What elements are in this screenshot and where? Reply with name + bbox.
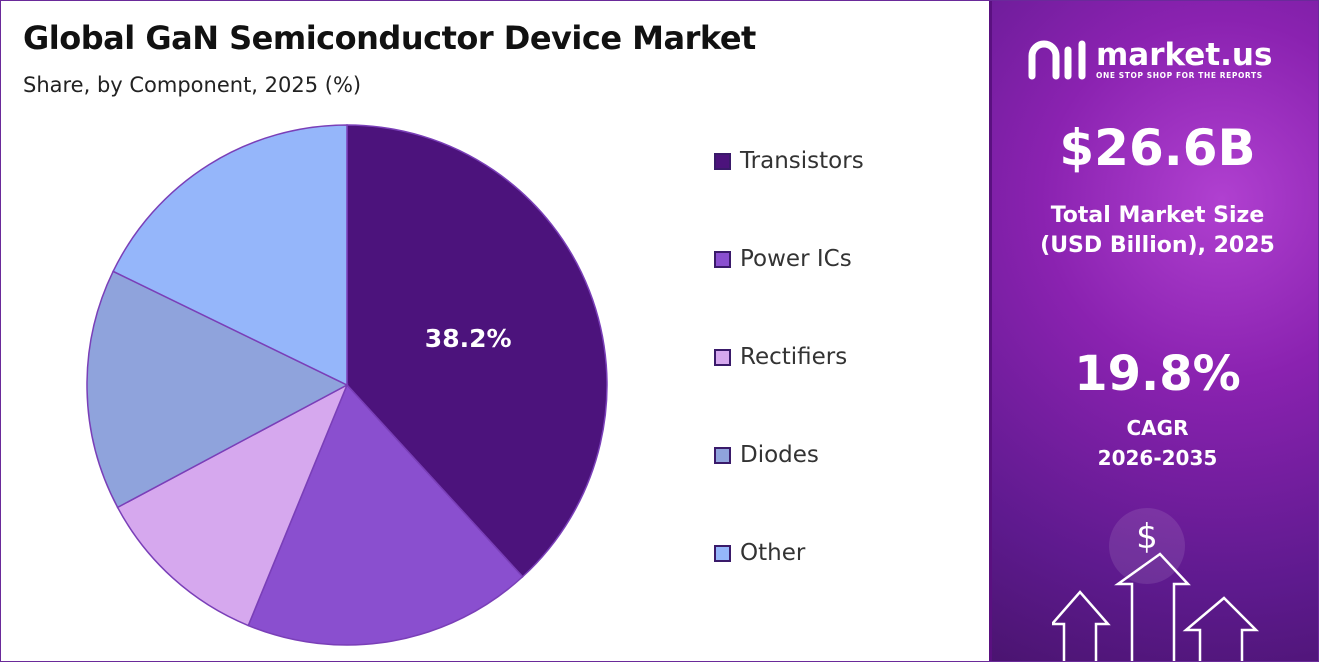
pie-slice-other <box>112 124 348 387</box>
cagr-label-line-2: 2026-2035 <box>1097 446 1218 470</box>
cagr-label-line-1: CAGR <box>1126 416 1189 440</box>
pie-chart: 38.2% <box>86 124 608 646</box>
legend-label: Power ICs <box>740 246 852 272</box>
legend-item-rectifiers: Rectifiers <box>714 342 847 372</box>
summary-panel: market.us ONE STOP SHOP FOR THE REPORTS … <box>989 1 1318 661</box>
chart-panel: Global GaN Semiconductor Device Market S… <box>1 1 989 661</box>
legend-swatch <box>714 152 731 170</box>
brand-logo: market.us ONE STOP SHOP FOR THE REPORTS <box>1028 39 1272 80</box>
legend-swatch <box>714 250 731 268</box>
market-size-label-line-1: Total Market Size <box>1050 203 1265 228</box>
market-size-label: Total Market Size (USD Billion), 2025 <box>992 201 1318 261</box>
growth-arrows-icon: $ <box>1052 508 1260 661</box>
cagr-label: CAGR 2026-2035 <box>992 413 1318 473</box>
chart-subtitle: Share, by Component, 2025 (%) <box>23 73 362 97</box>
chart-title: Global GaN Semiconductor Device Market <box>23 19 756 57</box>
legend-swatch <box>714 348 731 366</box>
data-label-transistors: 38.2% <box>425 324 512 353</box>
pie-slice-power-ics <box>247 383 524 646</box>
market-size-label-line-2: (USD Billion), 2025 <box>1040 233 1275 258</box>
legend-label: Diodes <box>740 442 819 468</box>
legend-item-transistors: Transistors <box>714 146 864 176</box>
legend-swatch <box>714 446 731 464</box>
legend-swatch <box>714 544 731 562</box>
legend-label: Other <box>740 540 806 566</box>
legend-label: Transistors <box>740 148 864 174</box>
pie-slice-transistors <box>346 124 608 578</box>
pie-slice-diodes <box>86 270 349 509</box>
dollar-icon: $ <box>1136 517 1158 557</box>
pie-slice-rectifiers <box>116 383 349 627</box>
brand-tagline: ONE STOP SHOP FOR THE REPORTS <box>1096 71 1263 80</box>
brand-mark-icon <box>1028 40 1086 79</box>
brand-name: market.us <box>1096 37 1273 73</box>
legend-item-power-ics: Power ICs <box>714 244 852 274</box>
legend-label: Rectifiers <box>740 344 848 370</box>
legend-item-other: Other <box>714 538 805 568</box>
cagr-value: 19.8% <box>1074 346 1241 402</box>
market-size-value: $26.6B <box>1059 119 1256 177</box>
legend-item-diodes: Diodes <box>714 440 819 470</box>
